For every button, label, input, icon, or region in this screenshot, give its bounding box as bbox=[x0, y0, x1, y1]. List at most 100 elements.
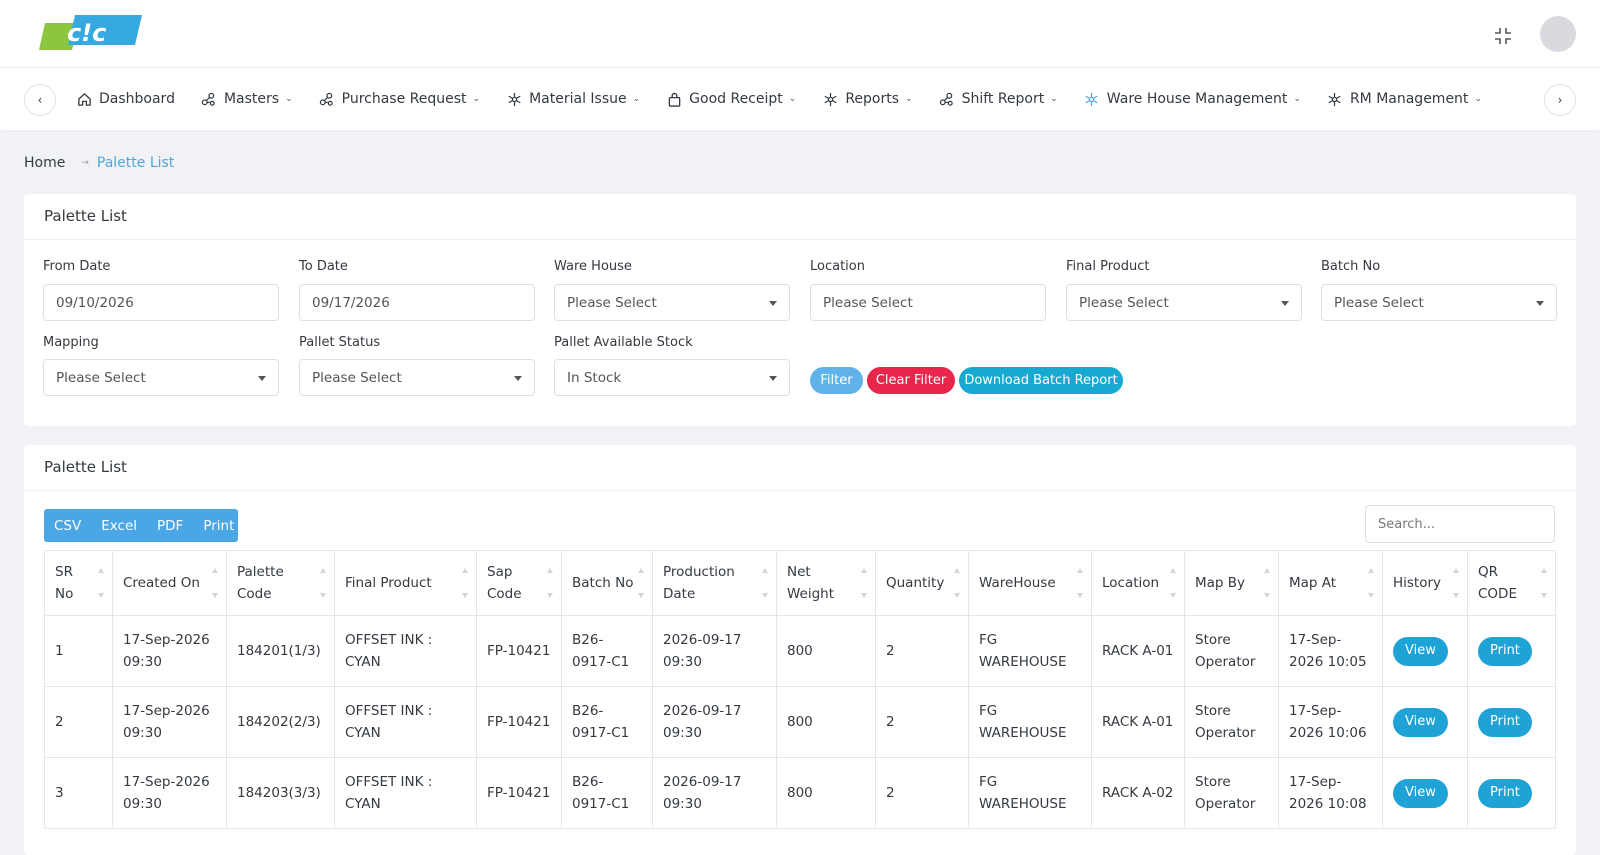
nav-item-dashboard[interactable]: Dashboard bbox=[76, 91, 175, 107]
nav-item-purchase-request[interactable]: Purchase Request ⌄ bbox=[319, 91, 480, 107]
nav-item-good-receipt[interactable]: Good Receipt ⌄ bbox=[666, 91, 796, 107]
available-stock-select[interactable]: In Stock bbox=[554, 359, 790, 396]
column-header-label: Map By bbox=[1195, 575, 1246, 591]
filter-card-title: Palette List bbox=[24, 194, 1576, 240]
export-print-button[interactable]: Print bbox=[203, 517, 235, 534]
nav-item-masters[interactable]: Masters ⌄ bbox=[201, 91, 293, 107]
cell-sr: 1 bbox=[44, 615, 113, 687]
cell-sap: FP-10421 bbox=[476, 615, 562, 687]
sort-icon bbox=[1541, 568, 1547, 598]
cell-weight: 800 bbox=[776, 686, 876, 758]
export-csv-button[interactable]: CSV bbox=[54, 517, 82, 534]
pallet-status-select[interactable]: Please Select bbox=[299, 359, 535, 396]
chevron-down-icon: ⌄ bbox=[285, 94, 293, 104]
column-header-map-at[interactable]: Map At bbox=[1278, 550, 1383, 616]
cell-created: 17-Sep-2026 09:30 bbox=[112, 757, 227, 829]
exit-fullscreen-icon[interactable] bbox=[1494, 27, 1512, 45]
cell-weight: 800 bbox=[776, 757, 876, 829]
nav-scroll-right-button[interactable]: › bbox=[1544, 84, 1576, 116]
export-button-group: CSV Excel PDF Print bbox=[44, 509, 238, 542]
user-avatar[interactable] bbox=[1540, 16, 1576, 52]
mapping-value: Please Select bbox=[56, 369, 146, 386]
available-stock-value: In Stock bbox=[567, 369, 622, 386]
warehouse-select[interactable]: Please Select bbox=[554, 284, 790, 321]
column-header-qr-code[interactable]: QR CODE bbox=[1467, 550, 1556, 616]
final-product-select[interactable]: Please Select bbox=[1066, 284, 1302, 321]
company-logo[interactable]: c!c bbox=[39, 15, 142, 52]
nav-scroll-left-button[interactable]: ‹ bbox=[24, 84, 56, 116]
nodes-icon bbox=[201, 91, 217, 107]
nav-item-reports[interactable]: Reports ⌄ bbox=[822, 91, 913, 107]
view-history-button[interactable]: View bbox=[1393, 707, 1448, 737]
cell-map-by: Store Operator bbox=[1184, 757, 1279, 829]
column-header-history[interactable]: History bbox=[1382, 550, 1468, 616]
batch-no-select[interactable]: Please Select bbox=[1321, 284, 1557, 321]
nav-item-rm-management[interactable]: RM Management ⌄ bbox=[1327, 91, 1482, 107]
chevron-down-icon: ⌄ bbox=[1293, 94, 1301, 104]
column-header-warehouse[interactable]: WareHouse bbox=[968, 550, 1092, 616]
cell-location: RACK A-01 bbox=[1091, 615, 1185, 687]
batch-no-value: Please Select bbox=[1334, 294, 1424, 311]
sort-icon bbox=[1170, 568, 1176, 598]
caret-down-icon bbox=[769, 301, 777, 306]
chevron-down-icon: ⌄ bbox=[472, 94, 481, 104]
view-history-button[interactable]: View bbox=[1393, 778, 1448, 808]
cell-product: OFFSET INK : CYAN bbox=[334, 757, 477, 829]
pallet-status-value: Please Select bbox=[312, 369, 402, 386]
breadcrumb-home[interactable]: Home bbox=[24, 155, 66, 171]
column-header-palette-code[interactable]: Palette Code bbox=[226, 550, 335, 616]
nav-item-ware-house-management[interactable]: Ware House Management ⌄ bbox=[1084, 91, 1301, 107]
cell-product: OFFSET INK : CYAN bbox=[334, 686, 477, 758]
nav-item-shift-report[interactable]: Shift Report ⌄ bbox=[939, 91, 1058, 107]
chevron-down-icon: ⌄ bbox=[788, 94, 797, 104]
column-header-label: Location bbox=[1102, 575, 1160, 591]
column-header-batch-no[interactable]: Batch No bbox=[561, 550, 653, 616]
mapping-select[interactable]: Please Select bbox=[43, 359, 279, 396]
column-header-created-on[interactable]: Created On bbox=[112, 550, 227, 616]
search-input[interactable]: Search... bbox=[1365, 505, 1555, 543]
column-header-sr-no[interactable]: SR No bbox=[44, 550, 113, 616]
cell-sap: FP-10421 bbox=[476, 757, 562, 829]
view-history-button[interactable]: View bbox=[1393, 636, 1448, 666]
nav-item-label: RM Management bbox=[1349, 91, 1469, 107]
sort-icon bbox=[638, 568, 644, 598]
column-header-label: Quantity bbox=[886, 575, 945, 591]
column-header-label: Palette Code bbox=[237, 564, 284, 602]
nav-item-material-issue[interactable]: Material Issue ⌄ bbox=[506, 91, 640, 107]
column-header-production-date[interactable]: Production Date bbox=[652, 550, 777, 616]
column-header-location[interactable]: Location bbox=[1091, 550, 1185, 616]
nav-item-label: Good Receipt bbox=[689, 91, 783, 107]
column-header-net-weight[interactable]: Net Weight bbox=[776, 550, 876, 616]
clear-filter-button[interactable]: Clear Filter bbox=[867, 367, 955, 394]
column-header-sap-code[interactable]: Sap Code bbox=[476, 550, 562, 616]
sort-icon bbox=[762, 568, 768, 598]
column-header-label: Final Product bbox=[345, 575, 432, 591]
filter-button[interactable]: Filter bbox=[810, 367, 863, 394]
column-header-quantity[interactable]: Quantity bbox=[875, 550, 969, 616]
print-qr-button[interactable]: Print bbox=[1478, 707, 1532, 737]
sort-icon bbox=[954, 568, 960, 598]
breadcrumb-arrow-icon: → bbox=[81, 158, 89, 168]
nav-item-label: Ware House Management bbox=[1106, 91, 1288, 107]
column-header-map-by[interactable]: Map By bbox=[1184, 550, 1279, 616]
sort-icon bbox=[462, 568, 468, 598]
download-batch-report-button[interactable]: Download Batch Report bbox=[959, 367, 1123, 394]
cell-history: View bbox=[1382, 615, 1468, 687]
nodes-icon bbox=[939, 91, 955, 107]
from-date-input[interactable]: 09/10/2026 bbox=[43, 284, 279, 321]
sort-icon bbox=[1264, 568, 1270, 598]
chevron-down-icon: ⌄ bbox=[1050, 94, 1058, 104]
sort-icon bbox=[98, 568, 104, 598]
print-qr-button[interactable]: Print bbox=[1478, 778, 1532, 808]
export-pdf-button[interactable]: PDF bbox=[157, 517, 184, 534]
export-excel-button[interactable]: Excel bbox=[101, 517, 137, 534]
column-header-label: WareHouse bbox=[979, 575, 1056, 591]
to-date-label: To Date bbox=[299, 259, 348, 274]
column-header-final-product[interactable]: Final Product bbox=[334, 550, 477, 616]
print-qr-button[interactable]: Print bbox=[1478, 636, 1532, 666]
location-select[interactable]: Please Select bbox=[810, 284, 1046, 321]
to-date-input[interactable]: 09/17/2026 bbox=[299, 284, 535, 321]
cell-batch: B26-0917-C1 bbox=[561, 686, 653, 758]
svg-text:c!c: c!c bbox=[67, 19, 106, 47]
cell-prod-date: 2026-09-17 09:30 bbox=[652, 686, 777, 758]
